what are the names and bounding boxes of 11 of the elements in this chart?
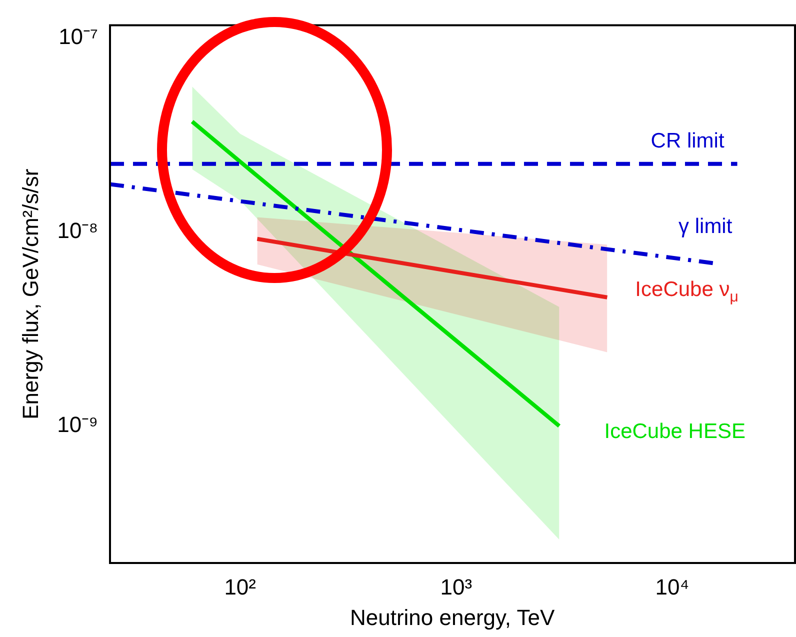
y-tick-label: 10⁻⁸ [57,218,98,243]
x-tick-label: 10³ [440,574,472,600]
text: IceCube HESE [604,420,746,443]
y-tick-label: 10⁻⁷ [58,24,98,49]
series-label: γ limit [678,214,732,238]
series-label: CR limit [650,130,724,153]
y-tick-label: 10⁻⁹ [57,412,98,438]
x-tick-label: 10⁴ [655,574,690,600]
y-axis-title: Energy flux, GeV/cm²/s/sr [18,168,44,420]
x-axis-title: Neutrino energy, TeV [350,605,555,630]
x-tick-label: 10² [224,574,256,600]
